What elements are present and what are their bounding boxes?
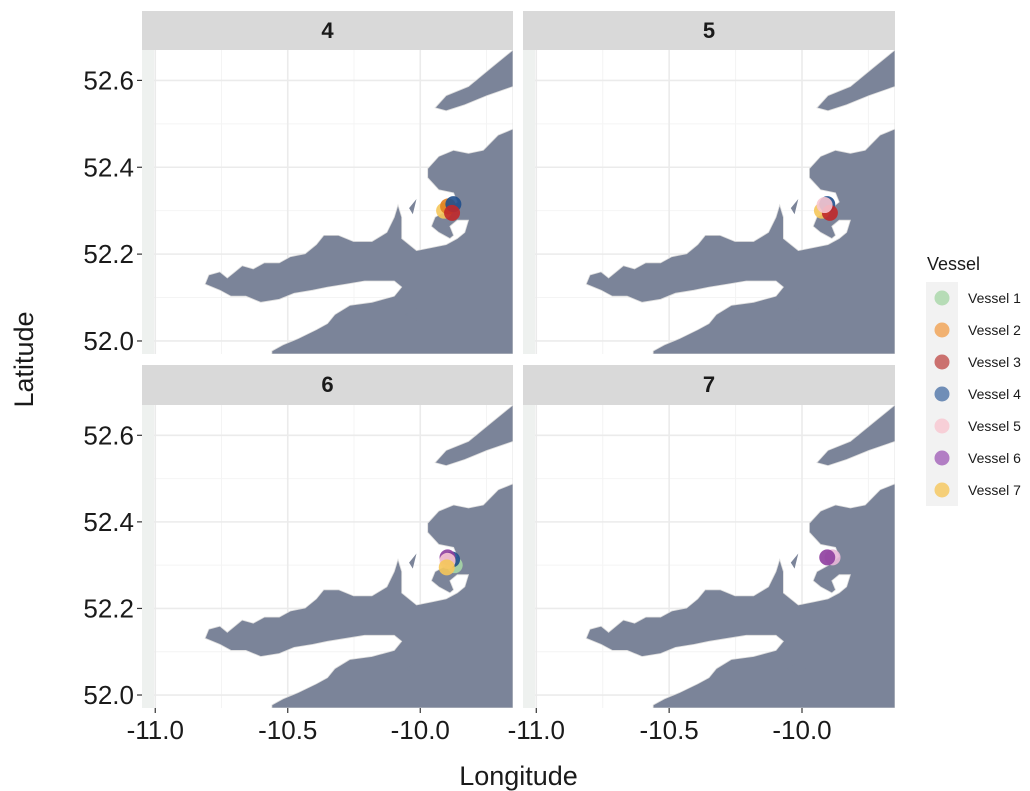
panel-plot-area [523, 50, 895, 354]
facet-strip [523, 11, 895, 50]
legend-item: Vessel 1 [926, 282, 1021, 314]
axes-layer: 52.0 52.2 52.4 52.6 52.0 52.2 52.4 52.6 -11.0 -10… [9, 65, 832, 791]
facet-panel-7: 7 [523, 365, 895, 708]
island-polygon [405, 662, 424, 675]
island-polygon [409, 553, 417, 569]
panel-plot-area [142, 405, 513, 708]
land-polygon [204, 405, 513, 708]
y-axis-title: Latitude [9, 311, 39, 407]
vessel-point [444, 204, 461, 221]
legend-label: Vessel 4 [968, 386, 1021, 402]
map-edge-shading [523, 405, 535, 708]
facet-strip-label: 5 [703, 18, 715, 43]
island-polygon [405, 308, 424, 321]
x-tick-label: -10.0 [772, 715, 831, 745]
x-tick-label: -11.0 [127, 715, 184, 745]
island-polygon [790, 553, 799, 569]
legend-symbol [934, 386, 950, 402]
legend-symbol [934, 418, 950, 434]
facet-strip-label: 7 [703, 372, 715, 397]
legend-item: Vessel 2 [926, 314, 1021, 346]
land-polygon [585, 405, 895, 708]
island-polygon [409, 199, 417, 215]
legend-label: Vessel 5 [968, 418, 1021, 434]
island-polygon [787, 308, 806, 321]
legend-label: Vessel 2 [968, 322, 1021, 338]
land-polygon [204, 50, 513, 354]
facet-strip [142, 11, 513, 50]
legend-symbol [934, 322, 950, 338]
vessel-point [819, 549, 836, 566]
land-polygon [585, 50, 895, 354]
legend-item: Vessel 4 [926, 378, 1021, 410]
vessel-point [438, 559, 455, 576]
legend-item: Vessel 6 [926, 442, 1021, 474]
facet-panel-6: 6 [142, 365, 513, 708]
facet-panel-5: 5 [523, 11, 895, 354]
x-tick-label: -10.0 [391, 715, 450, 745]
facet-strip [523, 365, 895, 405]
panel-plot-area [142, 50, 513, 354]
y-tick-label: 52.2 [83, 239, 134, 269]
y-tick-label: 52.6 [83, 420, 134, 450]
legend-item: Vessel 5 [926, 410, 1021, 442]
island-polygon [787, 662, 806, 675]
island-polygon [790, 199, 799, 215]
y-tick-label: 52.4 [83, 152, 134, 182]
y-tick-label: 52.0 [83, 326, 134, 356]
y-tick-label: 52.6 [83, 65, 134, 95]
x-tick-label: -10.5 [640, 715, 699, 745]
legend: Vessel Vessel 1 Vessel 2 Vessel 3 Vessel 4 Ve… [926, 254, 1021, 506]
y-tick-label: 52.0 [83, 680, 134, 710]
x-tick-label: -10.5 [258, 715, 317, 745]
facet-strip-label: 4 [321, 18, 334, 43]
legend-symbol [934, 450, 950, 466]
facet-strip-label: 6 [321, 372, 333, 397]
legend-symbol [934, 290, 950, 306]
panel-plot-area [523, 405, 895, 708]
map-edge-shading [142, 50, 154, 354]
legend-title: Vessel [927, 254, 980, 274]
y-tick-label: 52.2 [83, 593, 134, 623]
map-edge-shading [142, 405, 154, 708]
legend-item: Vessel 7 [926, 474, 1021, 506]
legend-label: Vessel 1 [968, 290, 1021, 306]
panels-layer: 4 5 6 7 [142, 11, 895, 708]
y-tick-label: 52.4 [83, 507, 134, 537]
x-tick-label: -11.0 [508, 715, 565, 745]
legend-label: Vessel 7 [968, 482, 1021, 498]
vessel-point [816, 197, 833, 214]
legend-symbol [934, 482, 950, 498]
legend-label: Vessel 6 [968, 450, 1021, 466]
facet-panel-4: 4 [142, 11, 513, 354]
facet-strip [142, 365, 513, 405]
legend-label: Vessel 3 [968, 354, 1021, 370]
x-axis-title: Longitude [459, 761, 578, 791]
legend-symbol [934, 354, 950, 370]
legend-item: Vessel 3 [926, 346, 1021, 378]
map-edge-shading [523, 50, 535, 354]
